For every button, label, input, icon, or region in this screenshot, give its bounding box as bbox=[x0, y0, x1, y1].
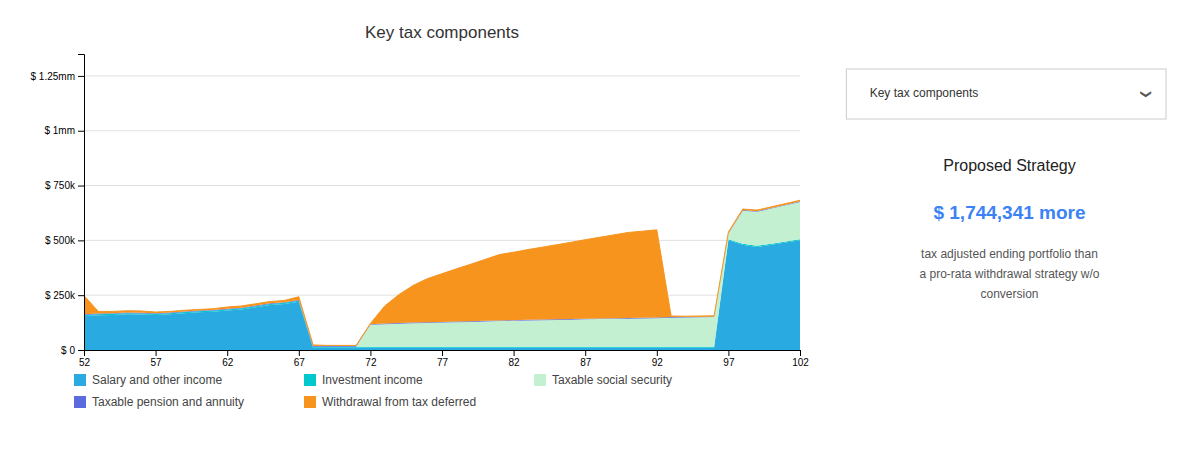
description-line: conversion bbox=[980, 287, 1038, 301]
area bbox=[84, 200, 800, 346]
legend-label: Salary and other income bbox=[92, 373, 222, 387]
y-axis: $ 0 $ 250k $ 500k $ 750k $ 1mm $ 1.25mm bbox=[31, 55, 85, 356]
tick-label: $ 0 bbox=[61, 345, 75, 356]
grid-line bbox=[84, 75, 800, 76]
marks bbox=[84, 200, 800, 350]
tick: 77 bbox=[437, 350, 449, 368]
legend: Salary and other income Investment income… bbox=[74, 373, 672, 409]
legend-swatch bbox=[304, 396, 316, 408]
tick-label: 102 bbox=[792, 357, 809, 368]
tick-mark bbox=[299, 350, 300, 356]
dropdown[interactable] bbox=[846, 69, 1166, 119]
tick: 97 bbox=[723, 350, 735, 368]
tick-mark bbox=[78, 295, 84, 296]
grid-line bbox=[84, 130, 800, 131]
highlight: $ 1,744,341 more bbox=[933, 202, 1085, 223]
axis-line bbox=[78, 55, 85, 351]
tick-mark bbox=[78, 76, 84, 77]
legend-item: Withdrawal from tax deferred bbox=[304, 395, 476, 409]
description-line: tax adjusted ending portfolio than bbox=[921, 247, 1098, 261]
legend-label: Investment income bbox=[322, 373, 423, 387]
tick: $ 500k bbox=[45, 235, 84, 246]
tick-label: 67 bbox=[294, 357, 306, 368]
tick-label: 97 bbox=[723, 357, 735, 368]
side-panel: Key tax components ❯ Proposed Strategy $ 1,… bbox=[846, 69, 1166, 301]
x-axis: 52 57 62 67 72 77 82 87 92 97 102 bbox=[79, 350, 809, 368]
tick-label: 82 bbox=[509, 357, 521, 368]
tick: $ 750k bbox=[45, 180, 84, 191]
tick-label: 87 bbox=[580, 357, 592, 368]
tick-mark bbox=[370, 350, 371, 356]
tick-label: 57 bbox=[151, 357, 163, 368]
tick: 52 bbox=[79, 350, 91, 368]
tick: $ 1.25mm bbox=[31, 71, 84, 82]
tick-mark bbox=[585, 350, 586, 356]
tick-label: $ 1.25mm bbox=[31, 71, 75, 82]
tick-mark bbox=[78, 131, 84, 132]
tick-mark bbox=[800, 350, 801, 356]
grid-line bbox=[84, 240, 800, 241]
axis-line bbox=[85, 351, 801, 357]
description-line: a pro-rata withdrawal strategy w/o bbox=[919, 267, 1099, 281]
tick-mark bbox=[657, 350, 658, 356]
heading: Proposed Strategy bbox=[943, 157, 1076, 174]
tick-label: $ 250k bbox=[45, 290, 76, 301]
description: tax adjusted ending portfolio than a pro-… bbox=[919, 247, 1099, 301]
legend-label: Taxable social security bbox=[552, 373, 672, 387]
top-line bbox=[84, 200, 800, 345]
tick: 57 bbox=[151, 350, 163, 368]
legend-label: Taxable pension and annuity bbox=[92, 395, 244, 409]
tick: 67 bbox=[294, 350, 306, 368]
tick-label: 72 bbox=[365, 357, 377, 368]
legend-item: Salary and other income bbox=[74, 373, 222, 387]
dropdown-arrow[interactable]: ❯ bbox=[1140, 89, 1153, 98]
tick-mark bbox=[514, 350, 515, 356]
tick: 62 bbox=[222, 350, 234, 368]
tick-label: $ 750k bbox=[45, 180, 76, 191]
legend-item: Taxable pension and annuity bbox=[74, 395, 244, 409]
legend-swatch bbox=[74, 374, 86, 386]
plot-area: 52576267727782879297102$ 0$ 250k$ 500k$ … bbox=[31, 55, 810, 369]
tick-label: $ 500k bbox=[45, 235, 76, 246]
legend-swatch bbox=[304, 374, 316, 386]
tick: $ 0 bbox=[61, 345, 84, 356]
dropdown-label[interactable]: Key tax components bbox=[870, 86, 979, 100]
legend-item: Taxable social security bbox=[534, 373, 672, 387]
legend-item: Investment income bbox=[304, 373, 423, 387]
grid-line bbox=[84, 185, 800, 186]
tick: 82 bbox=[509, 350, 521, 368]
legend-label: Withdrawal from tax deferred bbox=[322, 395, 476, 409]
tick: 92 bbox=[652, 350, 664, 368]
tick: 72 bbox=[365, 350, 377, 368]
tick: 87 bbox=[580, 350, 592, 368]
tick-mark bbox=[78, 186, 84, 187]
tick-label: 92 bbox=[652, 357, 664, 368]
tick: $ 1mm bbox=[44, 125, 84, 136]
tick-label: 77 bbox=[437, 357, 449, 368]
tick-label: 52 bbox=[79, 357, 91, 368]
tick-mark bbox=[78, 350, 84, 351]
tick-label: $ 1mm bbox=[44, 125, 75, 136]
chart: 52576267727782879297102$ 0$ 250k$ 500k$ … bbox=[0, 0, 1200, 450]
title: Key tax components bbox=[365, 23, 519, 42]
tick-label: 62 bbox=[222, 357, 234, 368]
grid bbox=[84, 76, 800, 350]
legend-swatch bbox=[534, 374, 546, 386]
tick-mark bbox=[728, 350, 729, 356]
tick-mark bbox=[227, 350, 228, 356]
tick-mark bbox=[156, 350, 157, 356]
tick: $ 250k bbox=[45, 290, 84, 301]
tick-mark bbox=[78, 240, 84, 241]
legend-swatch bbox=[74, 396, 86, 408]
tick-mark bbox=[442, 350, 443, 356]
tick: 102 bbox=[792, 350, 809, 368]
